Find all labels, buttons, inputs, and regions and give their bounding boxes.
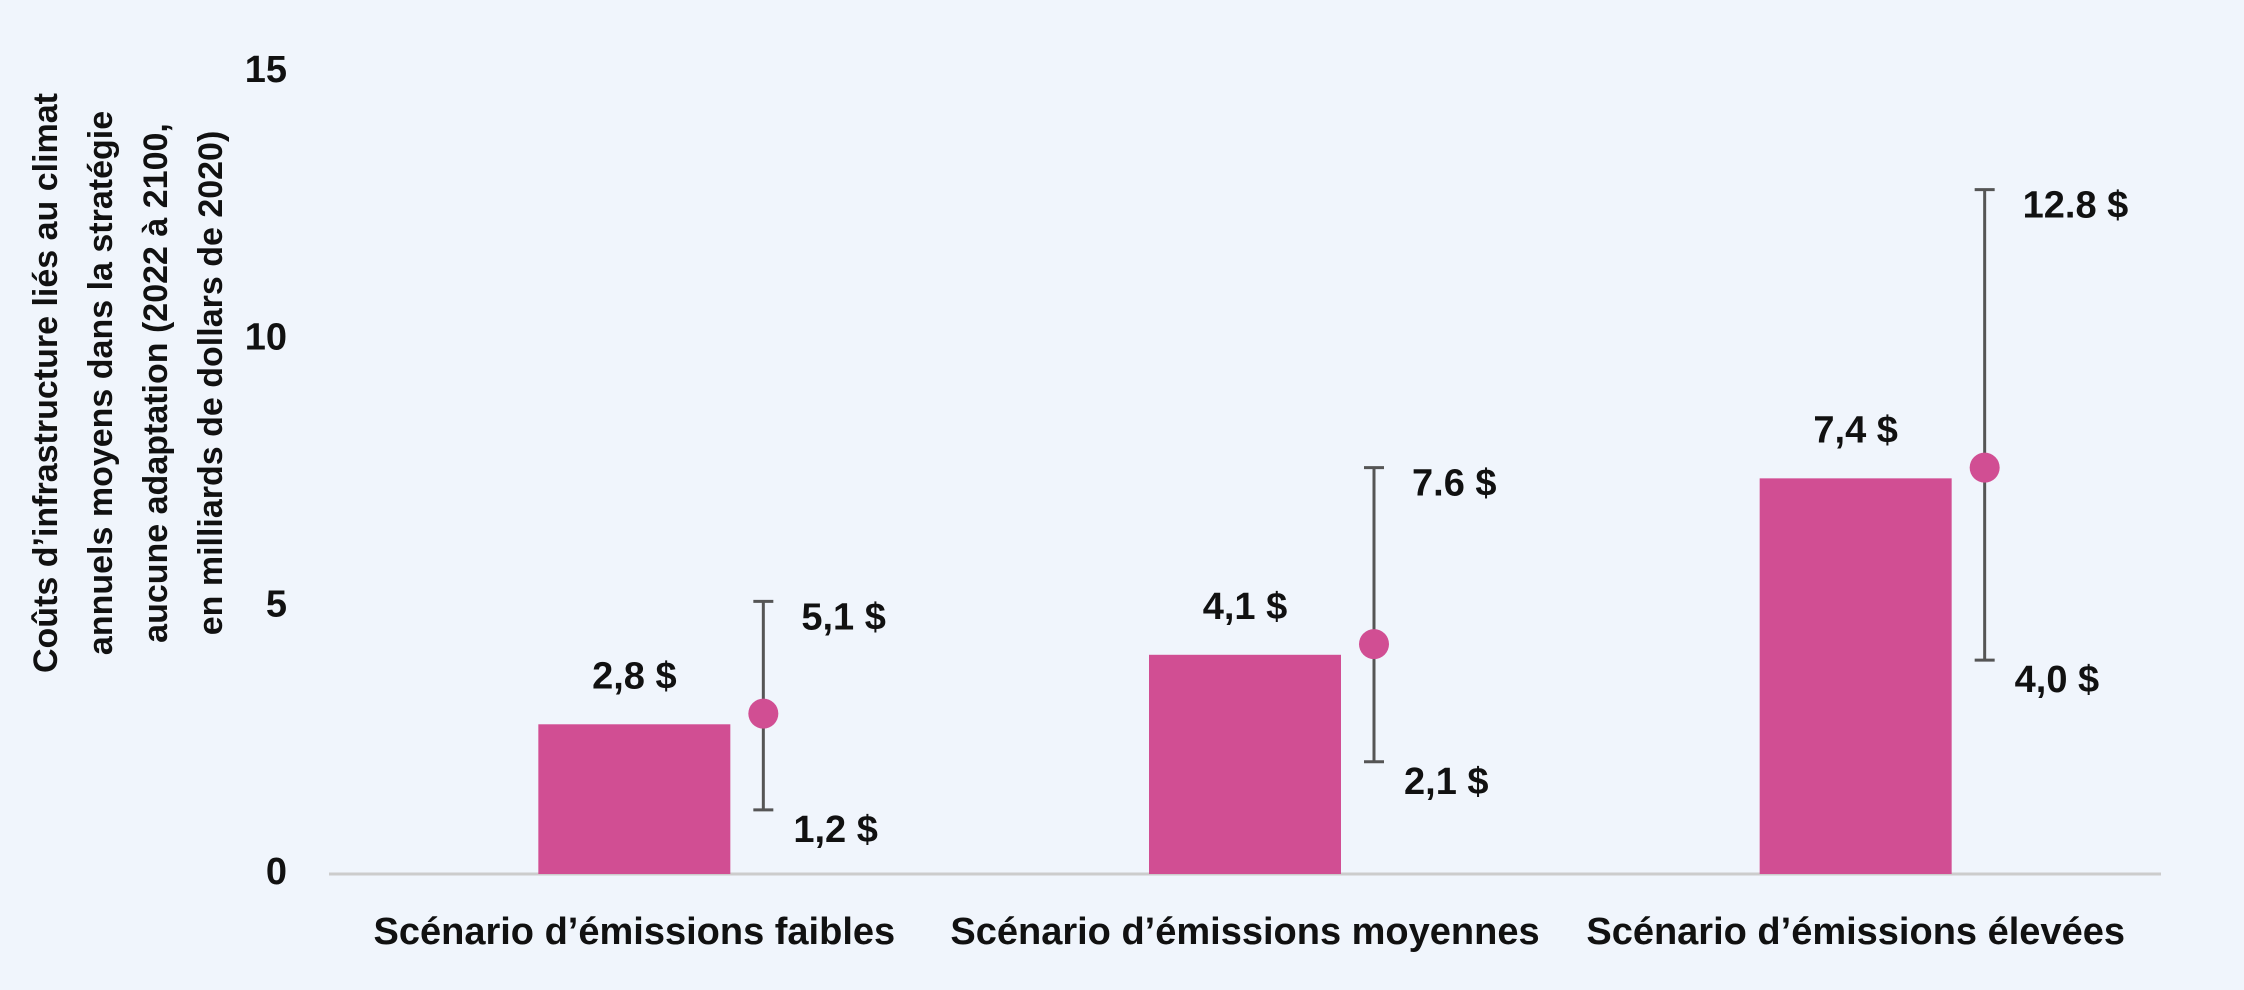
y-axis-title: aucune adaptation (2022 à 2100, xyxy=(137,123,175,643)
bar xyxy=(1149,654,1341,874)
y-axis-title: Coûts d’infrastructure liés au climat xyxy=(27,93,65,673)
x-tick-label: Scénario d’émissions faibles xyxy=(374,911,896,953)
range-high-label: 5,1 $ xyxy=(801,596,886,638)
y-tick-label: 10 xyxy=(245,316,287,358)
bar xyxy=(1759,478,1952,874)
range-dot xyxy=(748,698,779,729)
y-axis-title: en milliards de dollars de 2020) xyxy=(192,131,230,636)
y-axis-title: annuels moyens dans la stratégie xyxy=(82,111,120,655)
range-high-label: 7.6 $ xyxy=(1412,463,1497,505)
y-tick-label: 15 xyxy=(245,49,287,91)
value-label: 7,4 $ xyxy=(1813,409,1898,451)
value-label: 2,8 $ xyxy=(592,655,677,697)
range-dot xyxy=(1359,629,1389,660)
range-low-label: 2,1 $ xyxy=(1404,761,1489,803)
y-tick-label: 0 xyxy=(266,851,287,893)
range-low-label: 4,0 $ xyxy=(2015,659,2100,701)
x-tick-label: Scénario d’émissions moyennes xyxy=(950,911,1539,953)
range-low-label: 1,2 $ xyxy=(793,809,878,851)
range-dot xyxy=(1969,452,2000,483)
range-high-label: 12.8 $ xyxy=(2023,185,2129,227)
value-label: 4,1 $ xyxy=(1203,586,1288,628)
x-tick-label: Scénario d’émissions élevées xyxy=(1586,911,2125,953)
y-tick-label: 5 xyxy=(266,584,287,626)
bar xyxy=(538,724,731,874)
